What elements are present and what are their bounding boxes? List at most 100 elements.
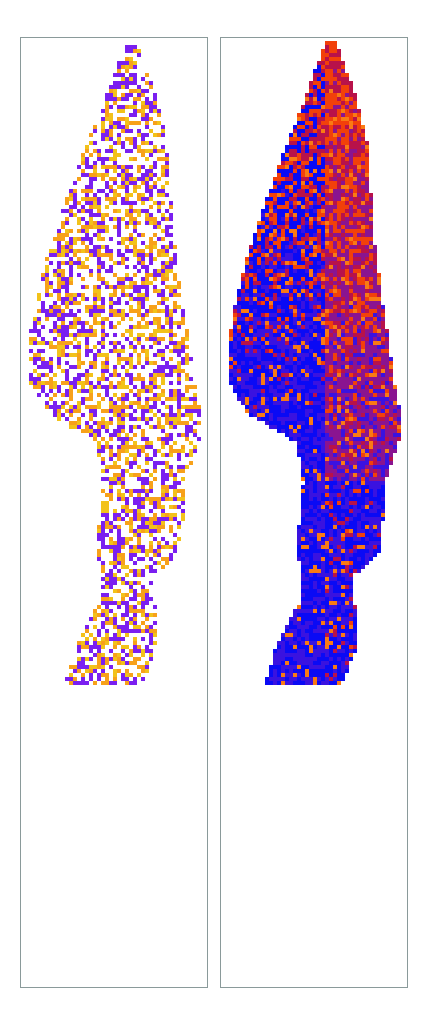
heatmap-cell (365, 177, 369, 181)
heatmap-cell (397, 425, 401, 429)
pattern-cell (125, 185, 129, 189)
heatmap-cell (289, 257, 293, 261)
pattern-cell (153, 469, 157, 473)
pattern-cell (41, 301, 45, 305)
heatmap-cell (333, 45, 337, 49)
heatmap-cell (361, 277, 365, 281)
pattern-cell (101, 129, 105, 133)
pattern-cell (45, 341, 49, 345)
pattern-cell (157, 321, 161, 325)
pattern-cell (45, 293, 49, 297)
pattern-cell (157, 121, 161, 125)
heatmap-cell (289, 133, 293, 137)
pattern-cell (133, 121, 137, 125)
heatmap-cell (325, 121, 329, 125)
heatmap-cell (333, 161, 337, 165)
heatmap-cell (369, 309, 373, 313)
pattern-cell (89, 313, 93, 317)
heatmap-cell (305, 417, 309, 421)
pattern-cell (97, 309, 101, 313)
heatmap-cell (289, 217, 293, 221)
heatmap-cell (297, 265, 301, 269)
pattern-cell (117, 153, 121, 157)
heatmap-cell (301, 289, 305, 293)
heatmap-cell (253, 325, 257, 329)
pattern-cell (117, 629, 121, 633)
pattern-cell (113, 617, 117, 621)
heatmap-cell (265, 249, 269, 253)
pattern-cell (61, 329, 65, 333)
heatmap-cell (285, 217, 289, 221)
heatmap-cell (361, 301, 365, 305)
pattern-cell (133, 241, 137, 245)
heatmap-cell (293, 393, 297, 397)
pattern-cell (65, 677, 69, 681)
heatmap-cell (381, 349, 385, 353)
heatmap-cell (285, 429, 289, 433)
heatmap-cell (321, 141, 325, 145)
heatmap-cell (281, 309, 285, 313)
heatmap-cell (285, 181, 289, 185)
heatmap-cell (377, 337, 381, 341)
pattern-cell (133, 417, 137, 421)
heatmap-cell (293, 333, 297, 337)
heatmap-cell (269, 241, 273, 245)
pattern-cell (121, 197, 125, 201)
pattern-cell (105, 333, 109, 337)
pattern-cell (141, 585, 145, 589)
heatmap-cell (297, 365, 301, 369)
pattern-cell (113, 81, 117, 85)
heatmap-cell (325, 245, 329, 249)
pattern-cell (161, 441, 165, 445)
heatmap-cell (337, 85, 341, 89)
pattern-cell (169, 513, 173, 517)
heatmap-cell (285, 233, 289, 237)
pattern-cell (157, 385, 161, 389)
heatmap-cell (241, 361, 245, 365)
pattern-cell (53, 337, 57, 341)
heatmap-cell (297, 413, 301, 417)
pattern-cell (169, 369, 173, 373)
pattern-cell (65, 241, 69, 245)
heatmap-cell (317, 281, 321, 285)
pattern-cell (137, 261, 141, 265)
heatmap-cell (237, 305, 241, 309)
pattern-cell (145, 517, 149, 521)
heatmap-cell (309, 277, 313, 281)
pattern-cell (77, 341, 81, 345)
pattern-cell (153, 561, 157, 565)
pattern-cell (161, 125, 165, 129)
pattern-cell (169, 233, 173, 237)
heatmap-cell (309, 401, 313, 405)
heatmap-cell (349, 145, 353, 149)
pattern-cell (145, 321, 149, 325)
pattern-cell (93, 173, 97, 177)
heatmap-cell (377, 345, 381, 349)
pattern-cell (69, 249, 73, 253)
heatmap-cell (313, 73, 317, 77)
heatmap-cell (297, 201, 301, 205)
heatmap-cell (281, 173, 285, 177)
heatmap-cell (361, 329, 365, 333)
pattern-cell (161, 213, 165, 217)
heatmap-cell (305, 309, 309, 313)
heatmap-cell (325, 73, 329, 77)
heatmap-cell (281, 421, 285, 425)
heatmap-cell (277, 241, 281, 245)
heatmap-cell (305, 373, 309, 377)
heatmap-cell (329, 225, 333, 229)
pattern-cell (181, 337, 185, 341)
pattern-cell (85, 173, 89, 177)
pattern-cell (141, 149, 145, 153)
pattern-cell (101, 353, 105, 357)
heatmap-cell (329, 373, 333, 377)
pattern-cell (165, 225, 169, 229)
heatmap-cell (297, 165, 301, 169)
heatmap-cell (349, 225, 353, 229)
heatmap-cell (281, 373, 285, 377)
heatmap-cell (305, 137, 309, 141)
heatmap-cell (289, 205, 293, 209)
heatmap-cell (317, 261, 321, 265)
pattern-cell (101, 213, 105, 217)
pattern-cell (121, 117, 125, 121)
